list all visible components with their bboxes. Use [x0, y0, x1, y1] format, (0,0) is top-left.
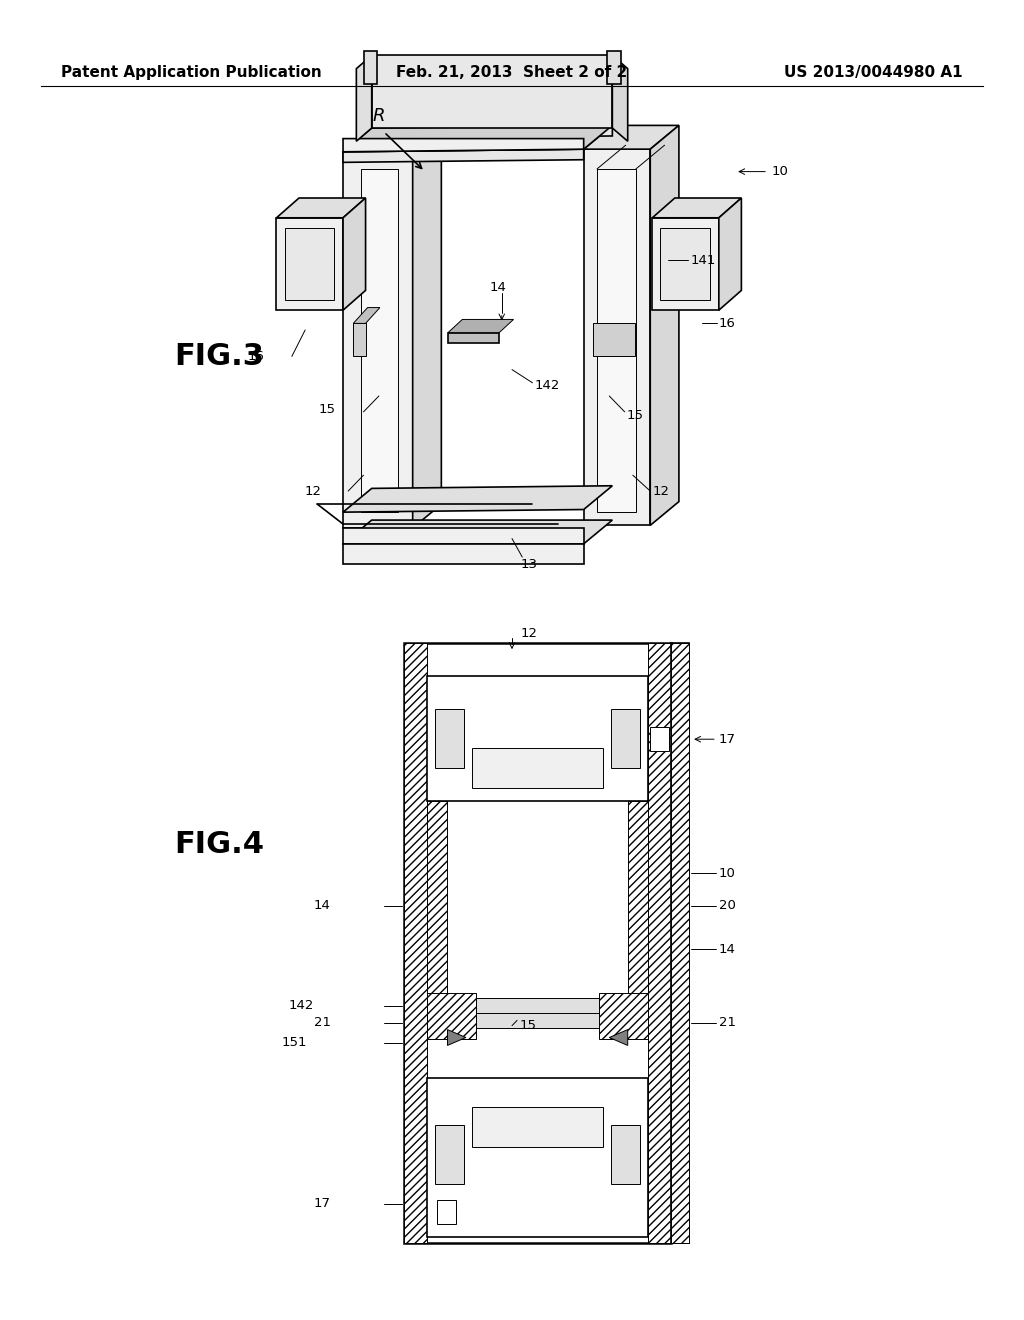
Text: Feb. 21, 2013  Sheet 2 of 2: Feb. 21, 2013 Sheet 2 of 2: [396, 65, 628, 81]
Bar: [427, 801, 447, 1026]
Bar: [472, 748, 603, 788]
Text: FIG.3: FIG.3: [174, 342, 264, 371]
Text: US 2013/0044980 A1: US 2013/0044980 A1: [784, 65, 963, 81]
Bar: [476, 998, 599, 1028]
Text: 13: 13: [520, 558, 538, 572]
Polygon shape: [356, 55, 372, 141]
Polygon shape: [447, 319, 513, 333]
Polygon shape: [372, 55, 612, 128]
Bar: [427, 1078, 648, 1237]
Bar: [671, 643, 689, 1243]
Bar: [437, 1200, 456, 1224]
Bar: [597, 169, 636, 512]
Bar: [361, 169, 398, 512]
Polygon shape: [276, 198, 366, 218]
Polygon shape: [652, 218, 719, 310]
Bar: [427, 676, 648, 801]
Polygon shape: [343, 486, 612, 512]
Polygon shape: [611, 709, 640, 768]
Bar: [404, 643, 427, 1243]
Text: 17: 17: [719, 733, 736, 746]
Polygon shape: [609, 1030, 628, 1045]
Bar: [427, 993, 476, 1039]
Text: 10: 10: [771, 165, 787, 178]
Polygon shape: [372, 125, 612, 139]
Text: 16: 16: [248, 350, 264, 363]
Text: 15: 15: [519, 1019, 537, 1032]
Polygon shape: [343, 128, 441, 152]
Bar: [671, 643, 689, 1243]
Polygon shape: [343, 149, 584, 162]
Text: 151: 151: [282, 1036, 307, 1049]
Polygon shape: [276, 218, 343, 310]
Polygon shape: [447, 333, 500, 343]
Text: 20: 20: [719, 899, 735, 912]
Bar: [648, 643, 671, 1243]
Text: Patent Application Publication: Patent Application Publication: [61, 65, 323, 81]
Text: 12: 12: [520, 627, 538, 640]
Text: 142: 142: [289, 999, 314, 1012]
Text: 21: 21: [313, 1016, 331, 1030]
Bar: [599, 993, 648, 1039]
Polygon shape: [607, 51, 621, 84]
Text: 142: 142: [535, 379, 560, 392]
Polygon shape: [353, 308, 380, 323]
Bar: [611, 1125, 640, 1184]
Polygon shape: [612, 55, 628, 141]
Bar: [435, 1125, 464, 1184]
Polygon shape: [719, 198, 741, 310]
Text: R: R: [373, 107, 385, 125]
Polygon shape: [447, 1030, 466, 1045]
Polygon shape: [652, 198, 741, 218]
Text: 15: 15: [318, 403, 336, 416]
Bar: [472, 1107, 603, 1147]
Bar: [404, 643, 671, 1243]
Polygon shape: [584, 149, 650, 525]
Text: 14: 14: [489, 281, 506, 294]
Bar: [628, 801, 648, 1026]
Text: 17: 17: [313, 1197, 331, 1210]
Text: 141: 141: [690, 253, 716, 267]
Polygon shape: [343, 544, 584, 564]
Text: FIG.4: FIG.4: [174, 830, 264, 859]
Text: 14: 14: [719, 942, 735, 956]
Text: 12: 12: [652, 484, 670, 498]
Polygon shape: [364, 51, 377, 84]
Bar: [650, 727, 669, 751]
Bar: [285, 228, 334, 300]
Polygon shape: [343, 152, 413, 528]
Text: 15: 15: [627, 409, 644, 422]
Polygon shape: [593, 323, 635, 356]
Polygon shape: [353, 323, 366, 356]
Polygon shape: [584, 125, 679, 149]
Polygon shape: [650, 125, 679, 525]
Text: 14: 14: [314, 899, 331, 912]
Text: 21: 21: [719, 1016, 736, 1030]
Polygon shape: [343, 198, 366, 310]
Text: 16: 16: [719, 317, 735, 330]
Polygon shape: [343, 139, 584, 152]
Polygon shape: [343, 528, 584, 544]
Polygon shape: [343, 125, 612, 152]
Text: 12: 12: [304, 484, 322, 498]
Bar: [660, 228, 710, 300]
Text: 10: 10: [719, 867, 735, 879]
Polygon shape: [435, 709, 464, 768]
Polygon shape: [343, 520, 612, 544]
Polygon shape: [413, 128, 441, 528]
